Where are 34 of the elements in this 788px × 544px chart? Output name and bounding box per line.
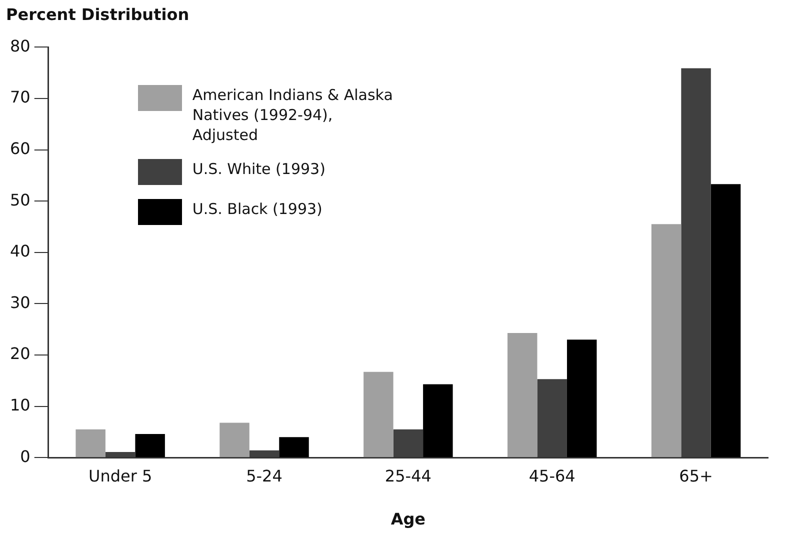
bar xyxy=(249,450,280,458)
bar xyxy=(76,429,106,458)
y-tick-label: 50 xyxy=(10,190,30,210)
bar xyxy=(423,384,453,458)
legend-label: U.S. White (1993) xyxy=(192,159,326,180)
y-tick-label: 60 xyxy=(10,138,30,158)
bar xyxy=(393,429,424,458)
legend-label: U.S. Black (1993) xyxy=(192,199,322,220)
y-tick-label: 40 xyxy=(10,242,30,261)
y-tick-label: 20 xyxy=(10,344,30,364)
bar xyxy=(651,224,682,458)
bar xyxy=(105,452,136,458)
chart-title: Percent Distribution xyxy=(6,4,190,24)
y-tick-label: 30 xyxy=(10,292,30,312)
x-tick-label: 25-44 xyxy=(384,466,432,486)
bar xyxy=(220,422,250,458)
x-tick-label: Under 5 xyxy=(88,466,152,486)
legend-label: American Indians & Alaska Natives (1992-94), Adjusted xyxy=(192,85,394,146)
x-tick-label: 5-24 xyxy=(246,466,282,486)
bar xyxy=(537,379,567,458)
bar xyxy=(364,372,394,458)
y-tick-label: 10 xyxy=(10,395,30,414)
bar xyxy=(681,68,711,458)
y-tick-label: 70 xyxy=(10,88,30,107)
x-tick-label: 65+ xyxy=(679,466,713,486)
x-tick-label: 45-64 xyxy=(528,466,576,486)
x-axis-title: Age xyxy=(390,510,426,529)
bar xyxy=(279,437,309,458)
bar xyxy=(710,184,741,458)
bar xyxy=(135,434,165,458)
bar xyxy=(507,332,538,458)
y-tick-label: 0 xyxy=(20,446,30,466)
bar xyxy=(566,340,597,458)
y-tick-label: 80 xyxy=(10,36,30,56)
